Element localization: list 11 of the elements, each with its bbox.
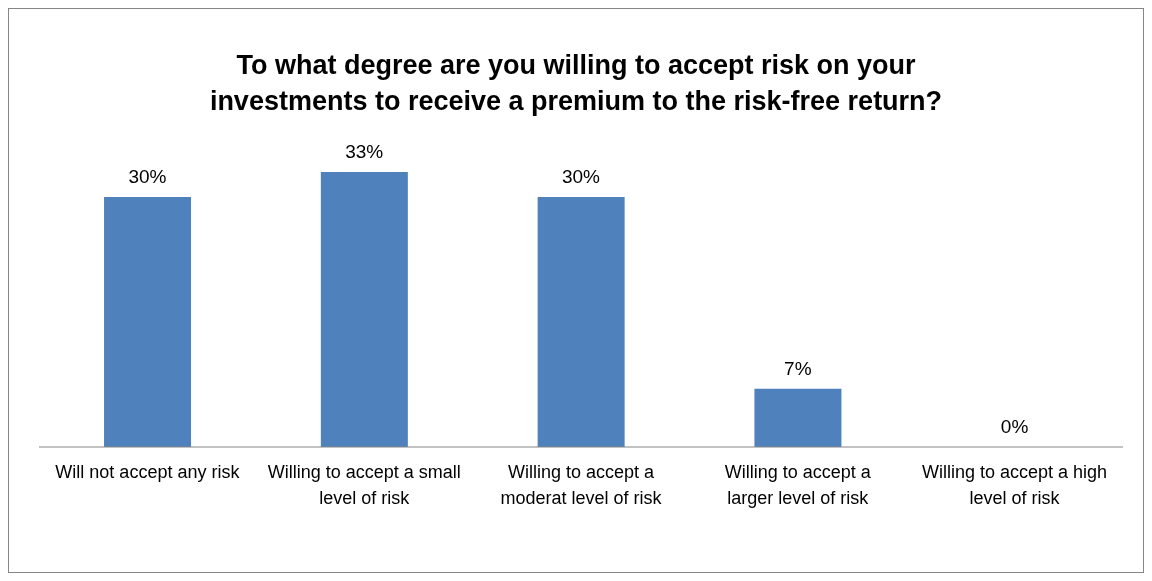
x-tick-label: Willing to accept a larger level of risk (724, 461, 872, 508)
x-tick-label: Willing to accept a small level of risk (267, 461, 461, 508)
x-tick-label: Willing to accept a high level of risk (922, 461, 1108, 508)
data-label: 33% (345, 141, 384, 162)
data-label: 30% (561, 166, 601, 187)
x-tick-label: Will not accept any risk (55, 461, 241, 482)
data-label: 7% (784, 357, 812, 379)
chart-title: To what degree are you willing to accept risk on your investments to receive a premium to the risk-free return? (208, 49, 944, 118)
x-tick-label: Willing to accept a moderat level of risk (500, 461, 663, 508)
data-label: 30% (128, 166, 167, 187)
data-label: 0% (1000, 416, 1029, 437)
